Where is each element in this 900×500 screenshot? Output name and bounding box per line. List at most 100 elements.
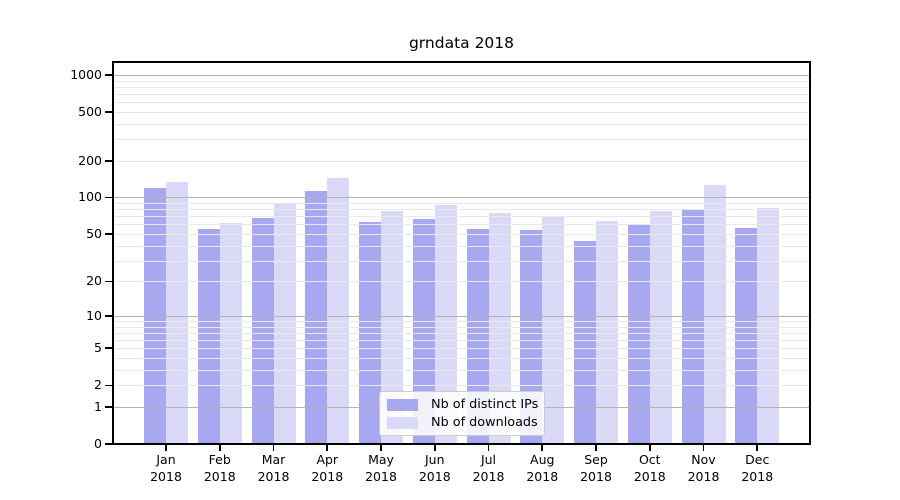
- y-tick-1000: [105, 74, 112, 76]
- x-tick-feb: [218, 445, 221, 451]
- minor-gridline-8: [114, 326, 809, 328]
- y-tick-label-50: 50: [86, 225, 102, 241]
- minor-gridline-4: [114, 358, 809, 360]
- bar-jun-downloads: [434, 204, 457, 443]
- bar-nov-downloads: [703, 185, 726, 443]
- chart-title: grndata 2018: [408, 34, 515, 52]
- bar-apr-distinct-ips: [305, 191, 328, 443]
- y-tick-5: [105, 347, 112, 350]
- legend-swatch-distinct-ips: [387, 398, 418, 411]
- y-tick-50: [105, 233, 112, 235]
- y-tick-label-500: 500: [78, 103, 102, 119]
- x-tick-label-apr: Apr 2018: [311, 452, 344, 484]
- y-tick-2: [105, 384, 112, 387]
- minor-gridline-400: [114, 123, 809, 125]
- minor-gridline-500: [114, 111, 809, 113]
- minor-gridline-80: [114, 209, 809, 211]
- x-tick-nov: [702, 445, 705, 451]
- bar-feb-distinct-ips: [197, 228, 220, 443]
- bar-jan-distinct-ips: [144, 187, 166, 443]
- minor-gridline-40: [114, 245, 809, 247]
- x-tick-label-sep: Sep 2018: [580, 452, 612, 484]
- y-tick-100: [105, 196, 112, 199]
- bar-dec-downloads: [757, 207, 780, 443]
- y-tick-label-2: 2: [94, 377, 102, 393]
- bar-sep-distinct-ips: [574, 240, 596, 443]
- legend-row-downloads: Nb of downloads: [387, 415, 538, 430]
- y-tick-label-200: 200: [78, 152, 102, 168]
- bar-mar-distinct-ips: [251, 217, 274, 443]
- legend-swatch-downloads: [387, 416, 418, 429]
- minor-gridline-600: [114, 102, 809, 104]
- major-gridline-10: [114, 315, 809, 317]
- x-tick-label-may: May 2018: [365, 452, 397, 484]
- y-tick-20: [105, 280, 112, 283]
- minor-gridline-2: [114, 385, 809, 387]
- x-tick-apr: [326, 445, 329, 451]
- x-tick-oct: [648, 445, 651, 451]
- legend-label-distinct-ips: Nb of distinct IPs: [431, 397, 539, 412]
- minor-gridline-30: [114, 260, 809, 262]
- minor-gridline-5: [114, 348, 809, 350]
- x-tick-jul: [487, 445, 490, 451]
- bar-aug-downloads: [542, 215, 565, 443]
- minor-gridline-70: [114, 216, 809, 218]
- y-tick-label-5: 5: [94, 340, 102, 356]
- y-tick-10: [105, 315, 112, 317]
- x-tick-jun: [433, 445, 436, 451]
- x-tick-label-jul: Jul 2018: [472, 452, 505, 484]
- y-tick-0: [105, 443, 112, 445]
- minor-gridline-20: [114, 281, 809, 283]
- y-tick-label-10: 10: [86, 307, 102, 323]
- y-tick-label-1000: 1000: [70, 66, 102, 82]
- bar-jun-distinct-ips: [412, 218, 435, 443]
- x-tick-label-mar: Mar 2018: [257, 452, 290, 484]
- legend-label-downloads: Nb of downloads: [431, 415, 538, 430]
- minor-gridline-700: [114, 93, 809, 95]
- y-tick-1: [105, 406, 112, 408]
- bar-aug-distinct-ips: [520, 229, 543, 443]
- x-tick-label-jan: Jan 2018: [150, 452, 182, 484]
- bar-may-distinct-ips: [359, 221, 381, 443]
- bar-mar-downloads: [273, 203, 296, 443]
- y-tick-label-0: 0: [94, 436, 102, 451]
- bar-feb-downloads: [219, 222, 242, 443]
- x-tick-label-nov: Nov 2018: [687, 452, 720, 484]
- y-tick-label-20: 20: [86, 273, 102, 289]
- x-tick-sep: [595, 445, 597, 451]
- minor-gridline-90: [114, 203, 809, 205]
- x-tick-may: [380, 445, 382, 451]
- minor-gridline-50: [114, 233, 809, 235]
- major-gridline-1000: [114, 74, 809, 76]
- minor-gridline-200: [114, 160, 809, 162]
- x-tick-label-feb: Feb 2018: [203, 452, 236, 484]
- minor-gridline-3: [114, 369, 809, 371]
- bar-jan-downloads: [166, 181, 188, 443]
- x-tick-jan: [165, 445, 167, 451]
- bar-nov-distinct-ips: [681, 209, 704, 443]
- major-gridline-100: [114, 197, 809, 199]
- x-tick-label-aug: Aug 2018: [526, 452, 559, 484]
- bar-oct-distinct-ips: [627, 225, 650, 443]
- x-tick-label-jun: Jun 2018: [418, 452, 451, 484]
- x-tick-aug: [541, 445, 544, 451]
- legend-row-distinct-ips: Nb of distinct IPs: [387, 397, 539, 412]
- y-tick-label-1: 1: [94, 398, 102, 414]
- minor-gridline-6: [114, 340, 809, 342]
- minor-gridline-900: [114, 80, 809, 82]
- minor-gridline-800: [114, 86, 809, 88]
- x-tick-dec: [756, 445, 759, 451]
- x-tick-mar: [272, 445, 275, 451]
- bar-jul-distinct-ips: [466, 228, 489, 443]
- y-tick-200: [105, 159, 112, 162]
- legend: Nb of distinct IPs Nb of downloads: [379, 391, 545, 436]
- y-tick-500: [105, 111, 112, 113]
- minor-gridline-7: [114, 332, 809, 334]
- bar-apr-downloads: [327, 177, 350, 443]
- minor-gridline-9: [114, 321, 809, 322]
- x-tick-label-dec: Dec 2018: [741, 452, 774, 484]
- minor-gridline-60: [114, 224, 809, 226]
- minor-gridline-300: [114, 139, 809, 141]
- y-tick-label-100: 100: [78, 189, 102, 205]
